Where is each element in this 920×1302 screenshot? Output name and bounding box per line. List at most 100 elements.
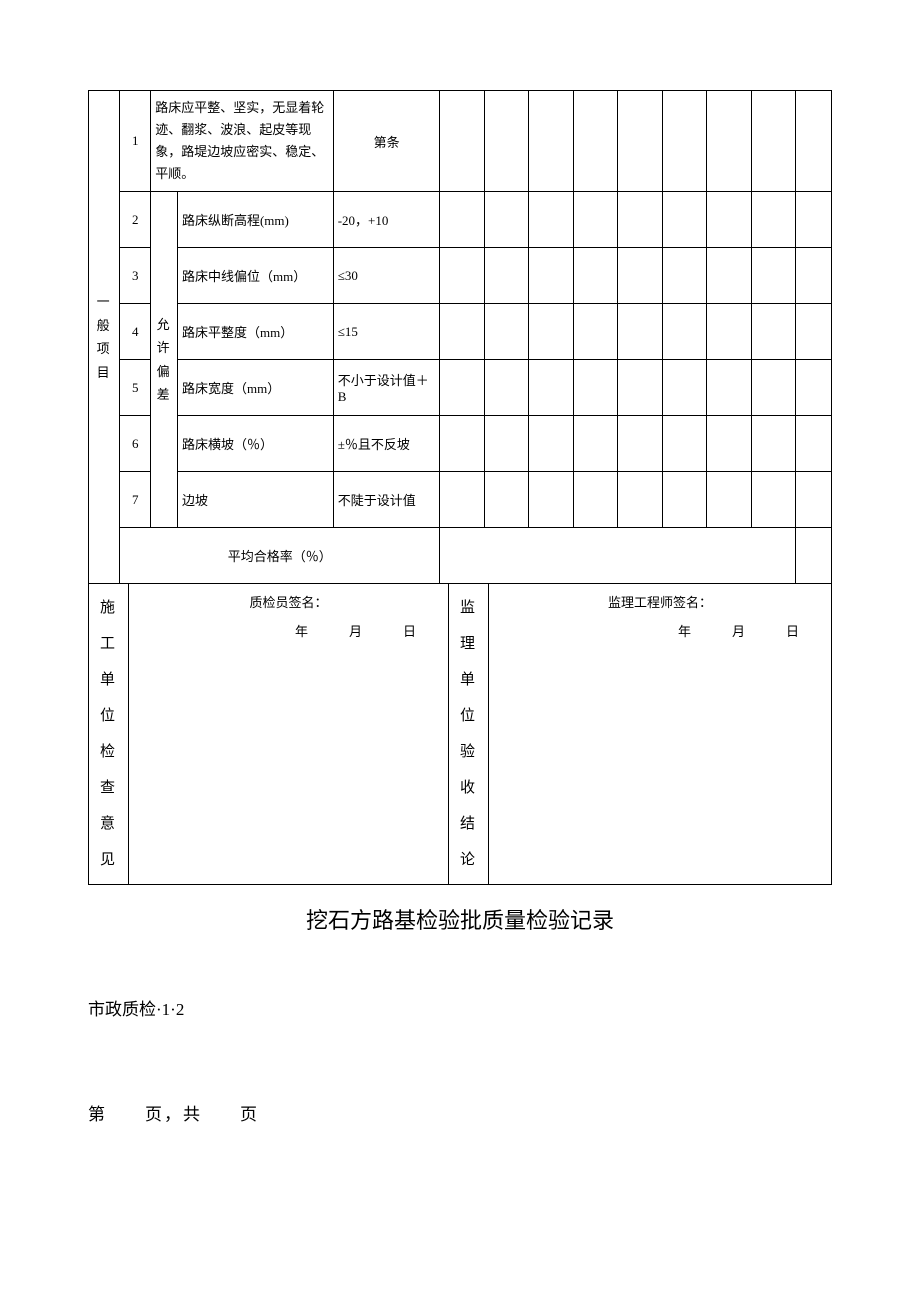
- row-num: 5: [120, 360, 151, 416]
- data-cell: [662, 192, 706, 248]
- inspection-table: 一般项目 1 路床应平整、坚实，无显着轮迹、翻浆、波浪、起皮等现象，路堤边坡应密…: [88, 90, 832, 584]
- section-label: 一般项目: [89, 91, 120, 584]
- data-cell: [573, 192, 617, 248]
- sup-sign-label: 监理工程师签名：: [493, 592, 827, 611]
- row-name: 路床平整度（mm）: [177, 304, 333, 360]
- data-cell: [529, 192, 573, 248]
- row-std: ±％且不反坡: [333, 416, 440, 472]
- data-cell: [751, 192, 795, 248]
- data-cell: [618, 416, 662, 472]
- data-cell: [618, 91, 662, 192]
- data-cell: [707, 192, 751, 248]
- sup-sign-area: 监理工程师签名： 年 月 日: [489, 584, 832, 885]
- data-cell: [796, 248, 832, 304]
- sup-date: 年 月 日: [493, 621, 827, 640]
- right-unit-label: 监理单位验收结论: [449, 584, 489, 885]
- data-cell: [529, 360, 573, 416]
- data-cell: [751, 248, 795, 304]
- below-section: 挖石方路基检验批质量检验记录 市政质检·1·2 第 页，共 页: [88, 903, 832, 1125]
- data-cell: [662, 304, 706, 360]
- row-num: 1: [120, 91, 151, 192]
- data-cell: [529, 416, 573, 472]
- data-cell: [529, 248, 573, 304]
- data-cell: [573, 304, 617, 360]
- data-cell: [751, 304, 795, 360]
- pager: 第 页，共 页: [88, 1100, 832, 1125]
- data-cell: [662, 360, 706, 416]
- data-cell: [573, 248, 617, 304]
- row-std: 不小于设计值＋B: [333, 360, 440, 416]
- row-num: 4: [120, 304, 151, 360]
- data-cell: [618, 248, 662, 304]
- avg-value: [440, 528, 796, 584]
- data-cell: [707, 304, 751, 360]
- data-cell: [440, 472, 484, 528]
- data-cell: [796, 192, 832, 248]
- data-cell: [484, 192, 528, 248]
- data-cell: [796, 416, 832, 472]
- data-cell: [707, 91, 751, 192]
- row-std: ≤30: [333, 248, 440, 304]
- data-cell: [751, 91, 795, 192]
- data-cell: [529, 91, 573, 192]
- row-num: 3: [120, 248, 151, 304]
- signature-table: 施工单位检查意见 质检员签名： 年 月 日 监理单位验收结论 监理工程师签名： …: [88, 584, 832, 885]
- data-cell: [529, 304, 573, 360]
- data-cell: [484, 304, 528, 360]
- data-cell: [440, 416, 484, 472]
- row-name: 路床中线偏位（mm）: [177, 248, 333, 304]
- data-cell: [484, 360, 528, 416]
- data-cell: [573, 360, 617, 416]
- data-cell: [440, 91, 484, 192]
- row-std: 第条: [333, 91, 440, 192]
- data-cell: [707, 248, 751, 304]
- data-cell: [796, 528, 832, 584]
- row-num: 7: [120, 472, 151, 528]
- data-cell: [484, 248, 528, 304]
- data-cell: [484, 416, 528, 472]
- data-cell: [573, 472, 617, 528]
- data-cell: [484, 91, 528, 192]
- data-cell: [796, 472, 832, 528]
- data-cell: [662, 472, 706, 528]
- data-cell: [440, 192, 484, 248]
- row-num: 6: [120, 416, 151, 472]
- qc-date: 年 月 日: [133, 621, 444, 640]
- row-std: 不陡于设计值: [333, 472, 440, 528]
- data-cell: [796, 91, 832, 192]
- qc-sign-area: 质检员签名： 年 月 日: [129, 584, 449, 885]
- data-cell: [618, 192, 662, 248]
- row-std: ≤15: [333, 304, 440, 360]
- row-name: 路床纵断高程(mm): [177, 192, 333, 248]
- page: 一般项目 1 路床应平整、坚实，无显着轮迹、翻浆、波浪、起皮等现象，路堤边坡应密…: [0, 0, 920, 1185]
- data-cell: [662, 248, 706, 304]
- data-cell: [662, 416, 706, 472]
- data-cell: [573, 91, 617, 192]
- row-std: -20，+10: [333, 192, 440, 248]
- deviation-label: 允许偏差: [151, 192, 178, 528]
- data-cell: [751, 472, 795, 528]
- data-cell: [796, 304, 832, 360]
- data-cell: [618, 472, 662, 528]
- row-desc: 路床应平整、坚实，无显着轮迹、翻浆、波浪、起皮等现象，路堤边坡应密实、稳定、平顺…: [151, 91, 333, 192]
- page-title: 挖石方路基检验批质量检验记录: [88, 903, 832, 935]
- data-cell: [529, 472, 573, 528]
- data-cell: [707, 416, 751, 472]
- qc-sign-label: 质检员签名：: [133, 592, 444, 611]
- data-cell: [618, 304, 662, 360]
- data-cell: [440, 360, 484, 416]
- data-cell: [618, 360, 662, 416]
- data-cell: [440, 304, 484, 360]
- data-cell: [707, 472, 751, 528]
- data-cell: [662, 91, 706, 192]
- left-unit-label: 施工单位检查意见: [89, 584, 129, 885]
- data-cell: [796, 360, 832, 416]
- data-cell: [751, 416, 795, 472]
- row-num: 2: [120, 192, 151, 248]
- row-name: 路床横坡（％）: [177, 416, 333, 472]
- data-cell: [707, 360, 751, 416]
- data-cell: [484, 472, 528, 528]
- row-name: 路床宽度（mm）: [177, 360, 333, 416]
- data-cell: [573, 416, 617, 472]
- data-cell: [751, 360, 795, 416]
